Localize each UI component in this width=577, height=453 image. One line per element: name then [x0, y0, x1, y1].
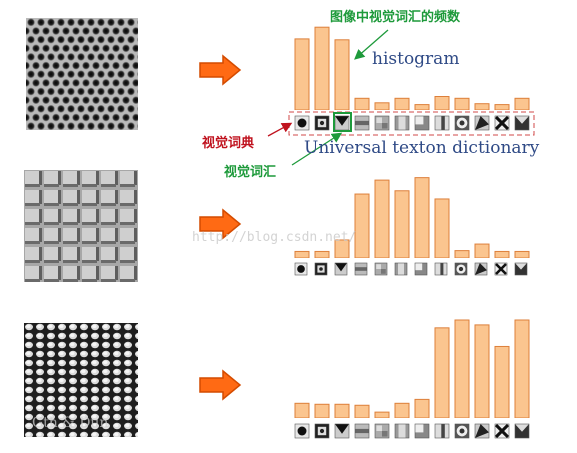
histogram-bar: [394, 402, 410, 418]
texture-dots-image: [26, 18, 138, 130]
histogram-bar: [334, 239, 350, 258]
texton-patch: [334, 262, 348, 276]
histogram-bar: [314, 26, 330, 110]
histogram-bar: [294, 402, 310, 418]
texton-patch: [514, 262, 528, 276]
texton-patch: [434, 115, 450, 131]
texton-patch: [474, 262, 488, 276]
histogram-bar: [374, 411, 390, 418]
histogram-bar: [374, 179, 390, 258]
texton-patch: [294, 423, 310, 439]
histogram-chart-1: [294, 26, 530, 110]
histogram-bar: [434, 96, 450, 110]
arrow-icon: [199, 208, 242, 240]
histogram-chart-2: [294, 177, 530, 258]
visual-dictionary-label: 视觉词典: [202, 136, 255, 151]
texton-patch: [454, 262, 468, 276]
texton-patch: [314, 262, 328, 276]
histogram-bar: [454, 319, 470, 418]
texton-patch: [514, 115, 530, 131]
visual-word-label: 视觉词汇: [224, 165, 277, 180]
histogram-bar: [514, 319, 530, 418]
histogram-bar: [494, 250, 510, 258]
histogram-bar: [314, 250, 330, 258]
histogram-label: histogram: [372, 49, 460, 69]
texture-tiles-image: [24, 170, 138, 282]
histogram-bar: [354, 193, 370, 258]
arrow-icon: [199, 369, 242, 401]
texton-patch: [414, 262, 428, 276]
texton-patch: [354, 262, 368, 276]
histogram-bar: [454, 97, 470, 110]
texton-patch: [494, 262, 508, 276]
texton-patch: [294, 262, 308, 276]
texton-patch: [494, 423, 510, 439]
texton-strip-3: [294, 423, 530, 439]
texton-patch: [494, 115, 510, 131]
histogram-bar: [434, 198, 450, 258]
texton-patch: [454, 423, 470, 439]
histogram-bar: [414, 177, 430, 258]
histogram-bar: [394, 97, 410, 110]
watermark-text: http://blog.csdn.net/: [192, 230, 357, 245]
frequency-title: 图像中视觉词汇的频数: [330, 10, 461, 25]
texton-patch: [394, 115, 410, 131]
histogram-bar: [454, 250, 470, 258]
histogram-bar: [354, 404, 370, 418]
texton-patch: [314, 115, 330, 131]
texton-patch: [374, 423, 390, 439]
texton-strip-1: [294, 115, 530, 131]
texton-patch: [434, 262, 448, 276]
texton-patch: [394, 262, 408, 276]
svg-text:Gth & Dun: Gth & Dun: [32, 415, 108, 431]
texton-patch: [294, 115, 310, 131]
texton-patch: [454, 115, 470, 131]
texton-patch: [434, 423, 450, 439]
universal-dictionary-label: Universal texton dictionary: [304, 138, 540, 158]
texton-patch: [334, 423, 350, 439]
texton-patch: [374, 115, 390, 131]
texton-patch: [314, 423, 330, 439]
histogram-bar: [514, 250, 530, 258]
texture-cells-image: Gth & Dun: [24, 323, 138, 437]
histogram-bar: [434, 327, 450, 418]
histogram-bar: [494, 345, 510, 418]
histogram-bar: [294, 250, 310, 258]
texton-patch: [474, 423, 490, 439]
texton-patch: [394, 423, 410, 439]
texton-patch: [374, 262, 388, 276]
texton-patch: [414, 423, 430, 439]
histogram-bar: [374, 102, 390, 110]
texton-patch: [474, 115, 490, 131]
texton-patch: [354, 423, 370, 439]
histogram-bar: [514, 97, 530, 110]
texton-patch: [514, 423, 530, 439]
histogram-chart-3: [294, 319, 530, 418]
histogram-bar: [354, 97, 370, 110]
texton-patch: [354, 115, 370, 131]
highlighted-word-box: [333, 112, 352, 132]
texton-strip-2: [294, 262, 528, 276]
texton-patch: [414, 115, 430, 131]
arrow-icon: [199, 54, 242, 86]
